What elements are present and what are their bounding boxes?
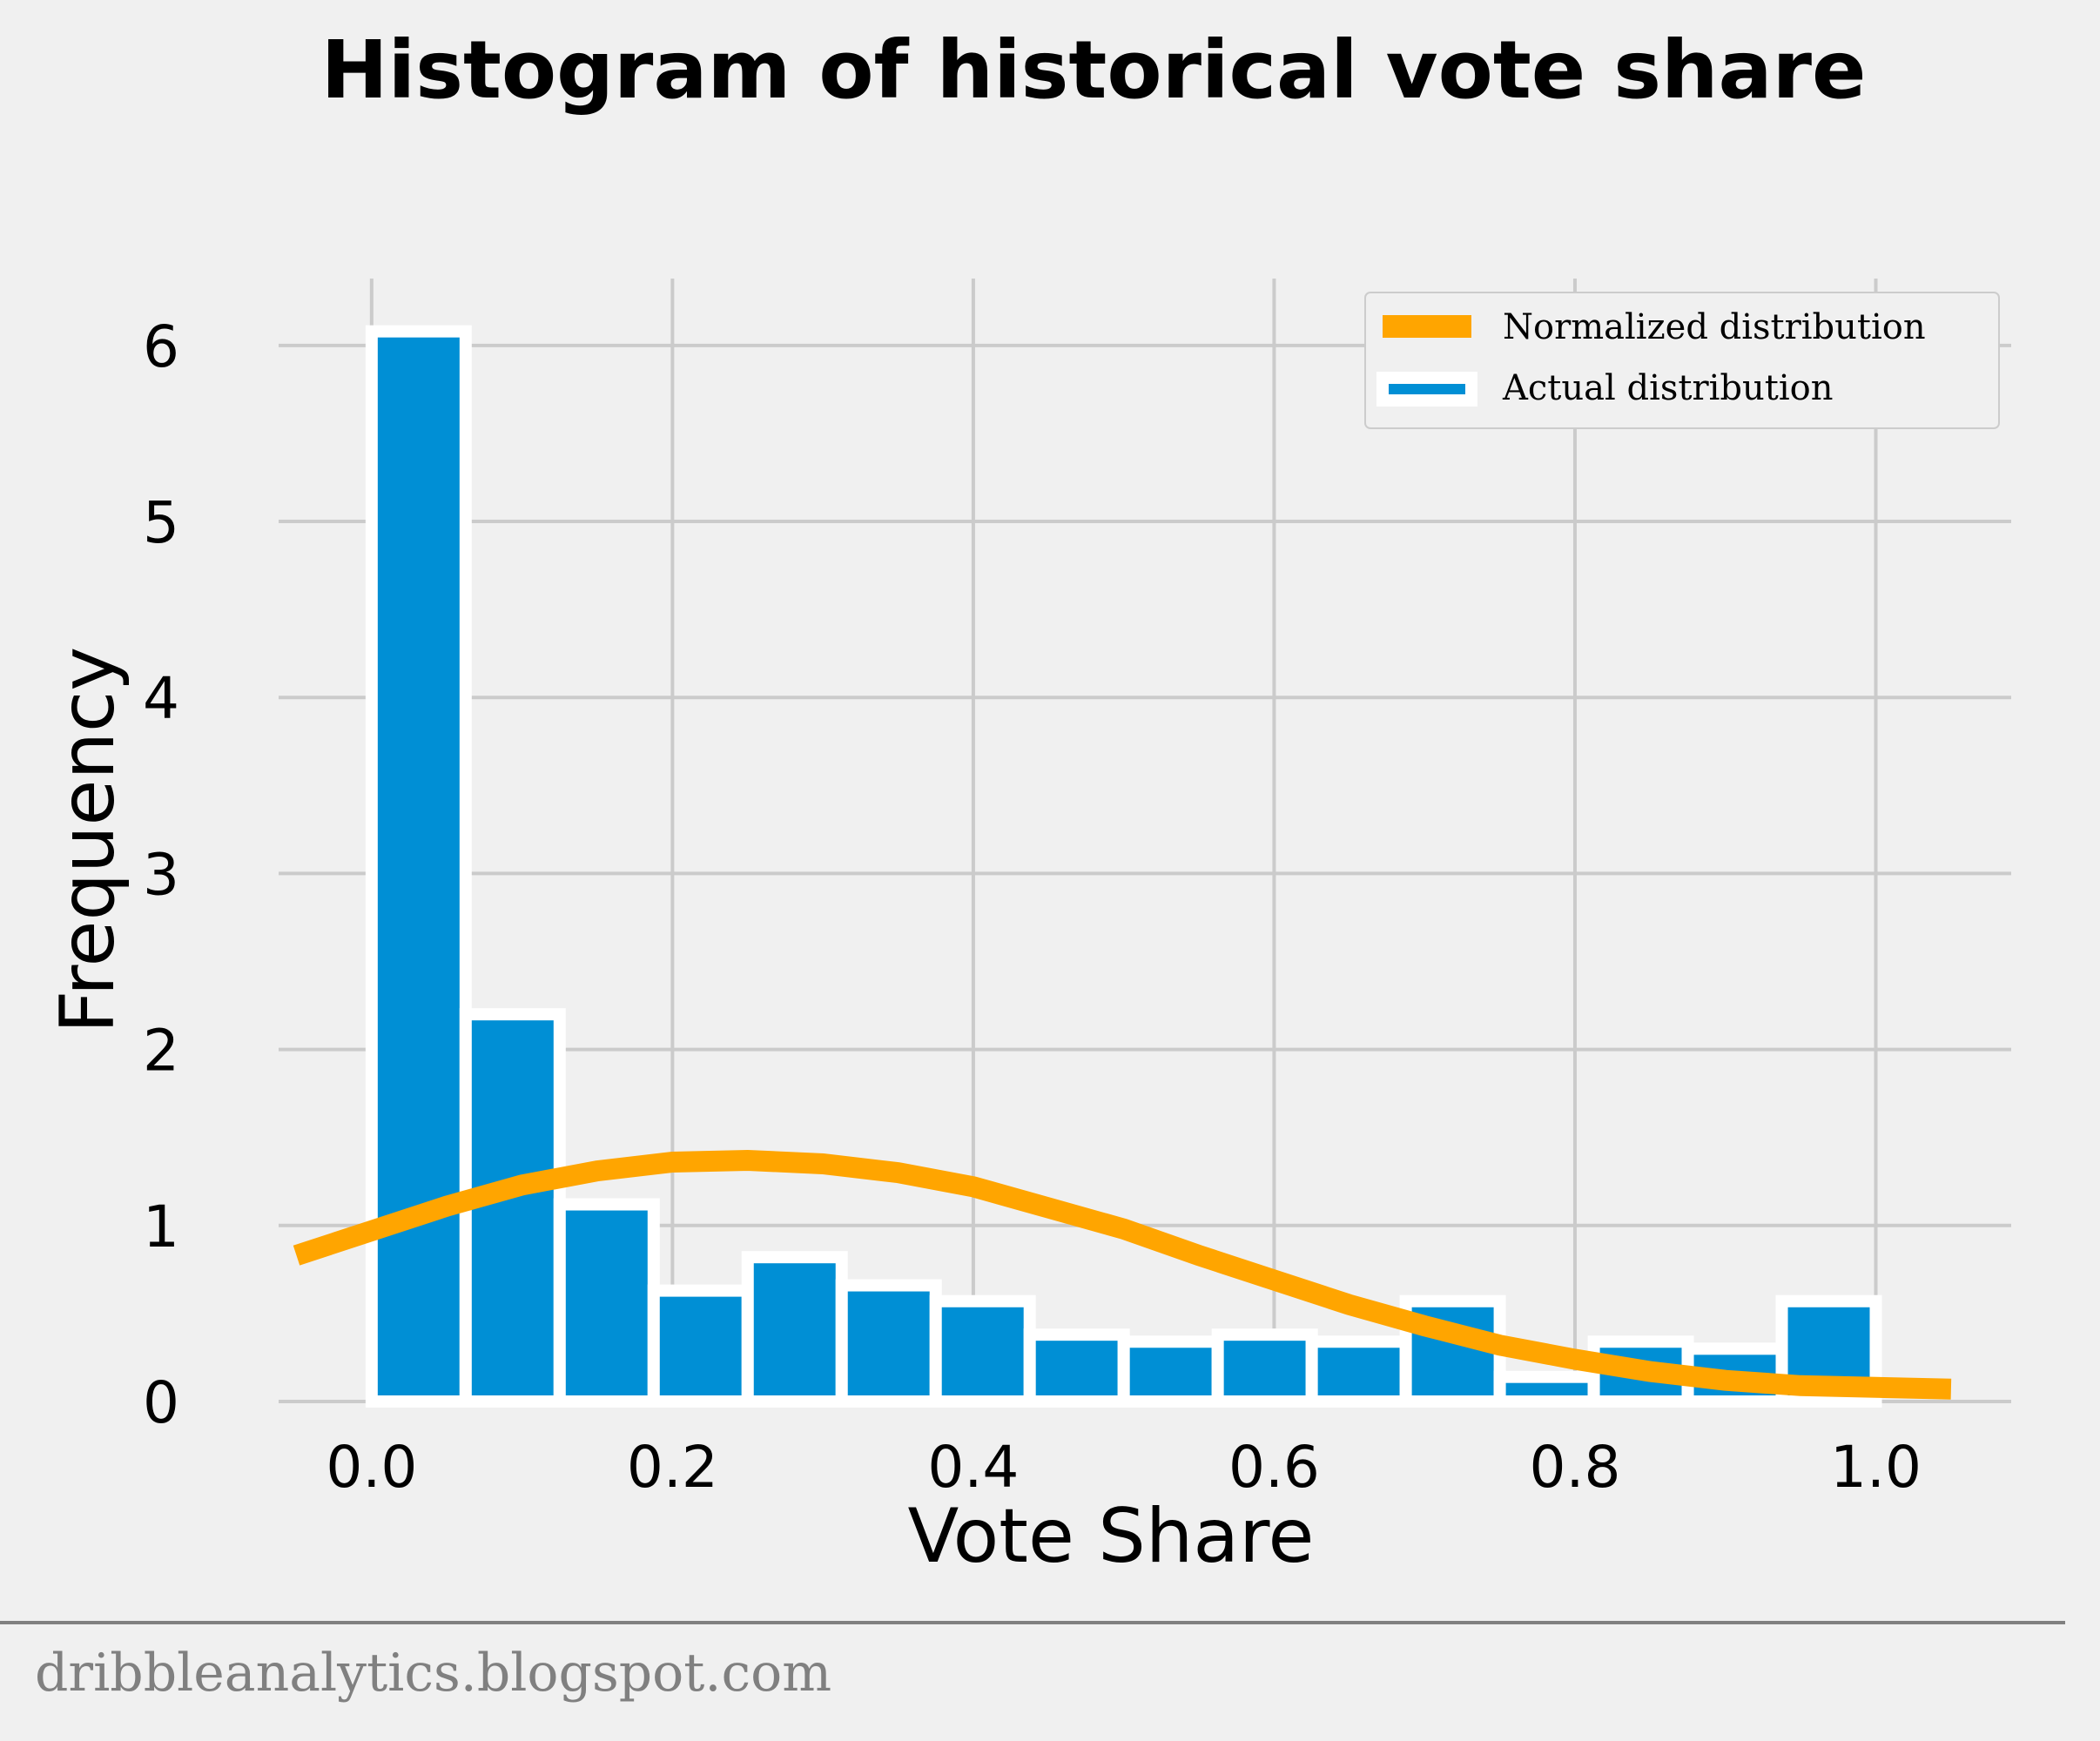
y-tick-label-5: 5 xyxy=(143,489,179,556)
chart-title: Histogram of historical vote share xyxy=(321,24,1867,117)
histogram-bar-9 xyxy=(1218,1334,1312,1402)
y-tick-label-2: 2 xyxy=(143,1018,179,1085)
histogram-bar-3 xyxy=(654,1291,748,1402)
legend-label-actual: Actual distribution xyxy=(1502,368,1833,408)
y-tick-label-1: 1 xyxy=(143,1193,179,1260)
x-tick-label-3: 0.6 xyxy=(1228,1434,1320,1501)
histogram-bar-12 xyxy=(1500,1377,1594,1402)
y-tick-label-6: 6 xyxy=(143,313,179,380)
histogram-bar-0 xyxy=(372,332,466,1402)
x-tick-label-2: 0.4 xyxy=(927,1434,1019,1501)
histogram-bar-10 xyxy=(1312,1341,1406,1402)
y-axis-label: Frequency xyxy=(44,647,131,1033)
x-tick-label-1: 0.2 xyxy=(627,1434,718,1501)
histogram-bar-2 xyxy=(560,1205,654,1402)
histogram-bars xyxy=(372,332,1876,1402)
footer-source: dribbleanalytics.blogspot.com xyxy=(35,1643,831,1704)
legend-swatch-actual xyxy=(1383,378,1471,400)
legend-swatch-normalized xyxy=(1383,315,1471,338)
histogram-bar-6 xyxy=(936,1301,1030,1402)
histogram-bar-5 xyxy=(842,1286,936,1402)
x-tick-label-5: 1.0 xyxy=(1830,1434,1922,1501)
y-tick-label-3: 3 xyxy=(143,841,179,908)
x-axis-label: Vote Share xyxy=(908,1493,1315,1580)
legend-label-normalized: Normalized distribution xyxy=(1503,307,1926,347)
histogram-bar-4 xyxy=(748,1257,842,1402)
x-tick-label-4: 0.8 xyxy=(1529,1434,1620,1501)
histogram-bar-1 xyxy=(466,1014,560,1402)
x-tick-label-0: 0.0 xyxy=(326,1434,417,1501)
y-tick-label-0: 0 xyxy=(143,1369,179,1436)
histogram-bar-8 xyxy=(1124,1341,1218,1402)
y-tick-label-4: 4 xyxy=(143,665,179,732)
legend: Normalized distribution Actual distribut… xyxy=(1365,292,1999,428)
histogram-bar-7 xyxy=(1030,1334,1124,1402)
